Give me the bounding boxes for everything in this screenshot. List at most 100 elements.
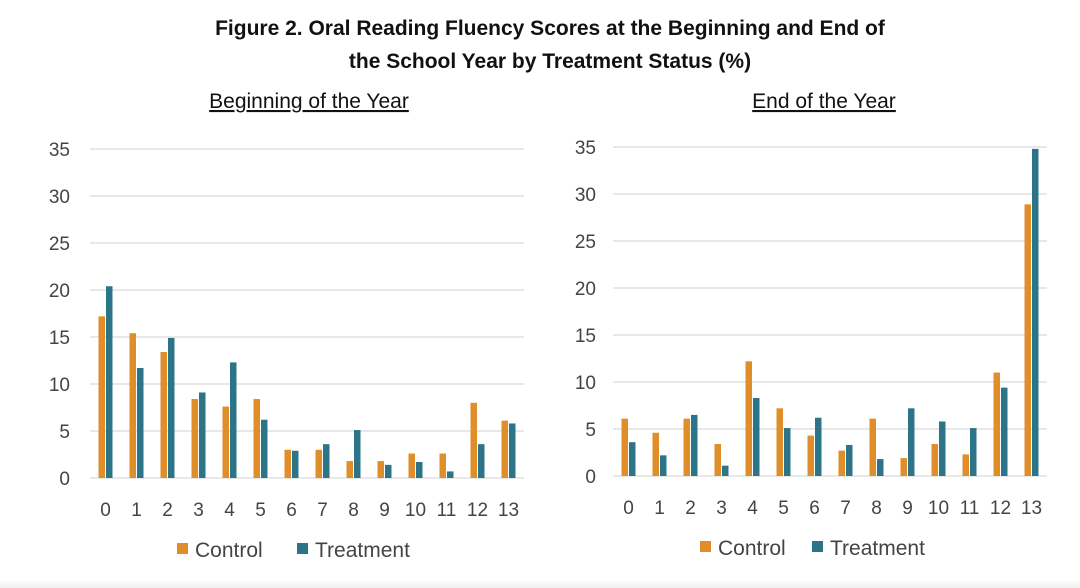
x-tick-label: 6 [286,500,297,521]
x-tick-label: 11 [960,498,980,519]
control-bar [191,399,198,478]
treatment-bar [629,442,636,476]
figure-title-line-2: the School Year by Treatment Status (%) [348,50,752,73]
control-bar [900,458,907,476]
x-tick-label: 12 [467,500,488,521]
y-tick-label: 35 [575,138,596,159]
treatment-bar [722,465,729,476]
x-tick-label: 2 [685,498,696,519]
treatment-bar [416,462,423,478]
control-bar [346,461,353,478]
control-bar [838,450,845,476]
y-tick-label: 15 [49,328,70,349]
figure-title: Figure 2. Oral Reading Fluency Scores at… [0,12,1080,78]
x-tick-label: 5 [255,500,266,521]
x-tick-label: 10 [928,498,949,519]
x-tick-label: 0 [100,500,111,521]
control-bar [284,449,291,478]
x-tick-label: 3 [193,500,204,521]
control-bar [807,435,814,476]
treatment-bar [815,417,822,476]
x-tick-label: 13 [1021,498,1042,519]
legend-swatch-treatment [812,541,823,552]
control-bar [253,399,260,478]
control-bar [439,453,446,478]
x-tick-label: 4 [747,498,758,519]
x-tick-label: 9 [379,500,390,521]
chart-subtitle: End of the Year [752,90,896,113]
x-tick-label: 7 [840,498,851,519]
x-tick-label: 5 [778,498,789,519]
treatment-bar [509,423,516,478]
x-tick-label: 9 [902,498,913,519]
treatment-bar [1001,387,1008,476]
control-bar [931,444,938,476]
control-bar [652,432,659,476]
x-tick-label: 10 [405,500,426,521]
treatment-bar [877,459,884,476]
control-bar [160,352,167,478]
x-tick-label: 13 [498,500,519,521]
treatment-bar [970,428,977,476]
y-tick-label: 20 [49,281,70,302]
legend-swatch-control [700,541,711,552]
treatment-bar [168,337,175,478]
treatment-bar [354,430,361,478]
y-tick-label: 15 [575,326,596,347]
y-tick-label: 5 [59,422,70,443]
control-bar [470,402,477,478]
x-tick-label: 7 [317,500,328,521]
x-tick-label: 3 [716,498,727,519]
control-bar [776,408,783,476]
treatment-bar [784,428,791,476]
treatment-bar [753,397,760,476]
treatment-bar [292,450,299,478]
treatment-bar [385,464,392,478]
y-tick-label: 35 [49,140,70,161]
treatment-bar [137,368,144,478]
treatment-bar [230,362,237,478]
treatment-bar [323,444,330,478]
y-tick-label: 30 [49,187,70,208]
x-tick-label: 1 [131,500,142,521]
treatment-bar [478,444,485,478]
y-tick-label: 0 [585,467,596,488]
x-tick-label: 8 [348,500,359,521]
figure-title-line-1: Figure 2. Oral Reading Fluency Scores at… [215,17,885,40]
control-bar [315,449,322,478]
x-tick-label: 1 [654,498,665,519]
y-tick-label: 5 [585,420,596,441]
control-bar [962,454,969,476]
legend-label-treatment: Treatment [315,539,410,562]
control-bar [1024,204,1031,476]
treatment-bar [660,455,667,476]
treatment-bar [939,421,946,476]
treatment-bar [691,414,698,476]
treatment-bar [846,444,853,476]
control-bar [129,333,136,478]
y-tick-label: 25 [49,234,70,255]
chart-subtitle: Beginning of the Year [209,90,409,113]
legend-swatch-treatment [297,543,308,554]
y-tick-label: 20 [575,279,596,300]
x-tick-label: 4 [224,500,235,521]
control-bar [869,418,876,476]
control-bar [408,453,415,478]
y-tick-label: 30 [575,185,596,206]
treatment-bar [261,419,268,478]
y-tick-label: 25 [575,232,596,253]
control-bar [222,406,229,478]
y-tick-label: 10 [49,375,70,396]
control-bar [501,420,508,478]
control-bar [993,372,1000,476]
legend-label-control: Control [718,537,786,560]
control-bar [714,444,721,476]
control-bar [745,361,752,476]
control-bar [621,418,628,476]
treatment-bar [1032,148,1039,476]
treatment-bar [199,392,206,478]
y-tick-label: 10 [575,373,596,394]
legend-label-treatment: Treatment [830,537,925,560]
